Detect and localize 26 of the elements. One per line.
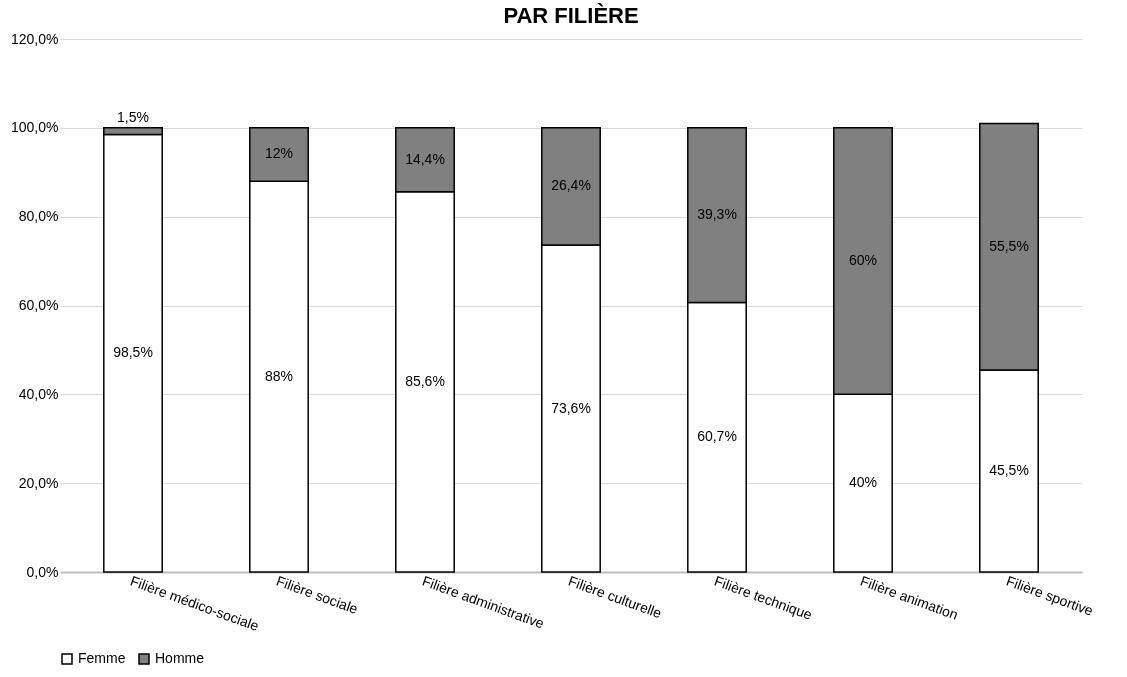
data-label: 39,3% [697,206,737,223]
data-label: 1,5% [117,108,149,125]
y-tick-label: 20,0% [18,474,59,491]
data-label: 55,5% [989,237,1029,254]
data-label: 45,5% [989,461,1029,478]
legend-label: Homme [155,650,205,666]
chart-title: PAR FILIÈRE [503,3,639,28]
x-tick-label: Filière sociale [274,572,361,617]
data-label: 88% [264,367,294,384]
data-label: 40% [848,474,878,491]
y-tick-label: 100,0% [11,119,59,136]
data-label: 98,5% [113,344,153,361]
data-label: 73,6% [551,399,591,416]
y-tick-label: 80,0% [18,208,59,225]
data-label: 85,6% [405,372,445,389]
x-tick-label: Filière sportive [1004,572,1096,619]
data-label: 14,4% [405,150,445,167]
data-label: 60% [848,252,878,269]
legend-label: Femme [78,650,126,666]
y-tick-label: 40,0% [18,385,59,402]
y-tick-label: 0,0% [26,563,59,580]
y-tick-label: 120,0% [11,30,59,47]
y-tick-label: 60,0% [18,297,59,313]
data-label: 12% [264,145,294,162]
data-label: 26,4% [551,177,591,194]
data-label: 60,7% [697,428,737,445]
